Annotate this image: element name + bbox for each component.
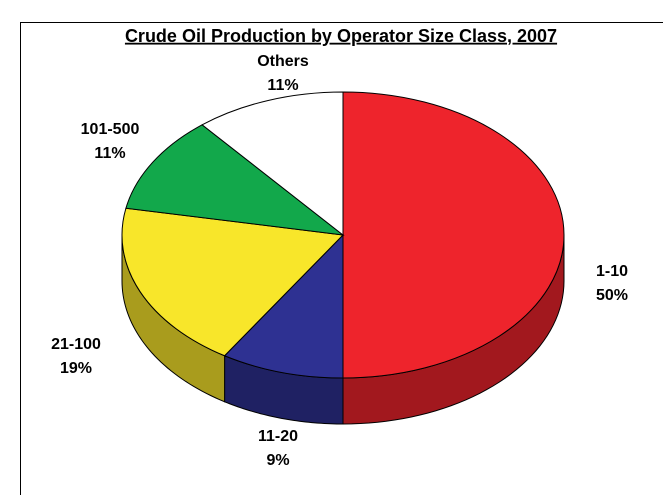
slice-value-label: 19% (60, 360, 92, 377)
slice-label: 101-500 (81, 121, 140, 138)
slice-label: 11-20 (258, 428, 298, 445)
slice-value-label: 11% (267, 77, 298, 94)
slice (223, 233, 344, 379)
slice (342, 91, 565, 379)
chart-title: Crude Oil Production by Operator Size Cl… (125, 26, 557, 46)
slice-label: 1-10 (596, 263, 628, 280)
slice-value-label: 50% (596, 287, 628, 304)
slice-label: 21-100 (51, 336, 101, 353)
slice (201, 91, 344, 237)
slice-label: Others (257, 53, 309, 70)
slice-value-label: 11% (94, 145, 125, 162)
slice-value-label: 9% (266, 452, 289, 469)
slice (121, 207, 345, 357)
slice (125, 124, 345, 236)
